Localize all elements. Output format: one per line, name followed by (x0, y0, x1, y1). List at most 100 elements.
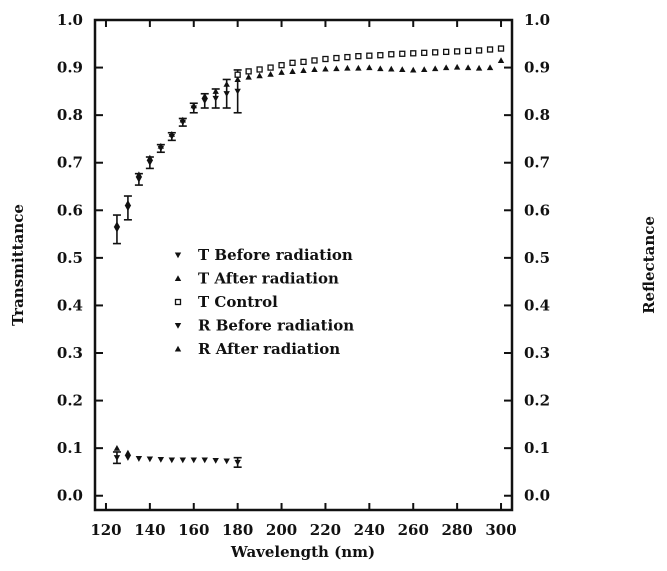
marker-square (311, 57, 318, 64)
marker-triangle-down (223, 458, 230, 465)
marker-triangle-down (124, 455, 132, 461)
marker-triangle-up (366, 64, 373, 71)
marker-square (432, 49, 439, 56)
marker-triangle-down (201, 98, 208, 105)
marker-triangle-up (174, 275, 182, 282)
marker-triangle-down (135, 456, 143, 462)
marker-triangle-down (146, 160, 154, 166)
marker-triangle-down (223, 91, 230, 97)
series-3 (112, 451, 242, 468)
marker-triangle-up (421, 66, 428, 73)
series-0 (112, 69, 242, 245)
marker-triangle-down (174, 322, 182, 329)
marker-triangle-up (475, 64, 483, 71)
y-tick-label-left: 0.9 (57, 59, 83, 77)
y-tick-label-right: 1.0 (524, 11, 550, 29)
x-tick-label: 120 (90, 521, 121, 539)
marker-triangle-up (113, 444, 121, 451)
marker-triangle-down (212, 457, 219, 464)
y-tick-label-right: 0.1 (524, 439, 550, 457)
marker-triangle-down (124, 205, 132, 212)
markers (112, 45, 505, 468)
legend-label: T After radiation (198, 270, 339, 288)
marker-triangle-up (355, 64, 362, 71)
marker-triangle-up (168, 130, 176, 137)
marker-square (497, 45, 505, 52)
marker-square (256, 66, 263, 73)
marker-square (388, 51, 395, 58)
y-tick-label-left: 0.4 (57, 296, 83, 314)
marker-triangle-down (201, 457, 208, 464)
marker-square (453, 48, 461, 55)
marker-square (289, 59, 296, 66)
marker-square (278, 62, 285, 69)
marker-triangle-up (464, 64, 472, 71)
marker-triangle-up (388, 65, 395, 72)
marker-triangle-down (234, 88, 241, 95)
marker-square (486, 46, 494, 53)
marker-triangle-down (113, 455, 121, 461)
marker-triangle-up (113, 221, 121, 228)
ticks: 120 140 160 180 200 220 240 260 280 300 0.0 0.0 0.1 0… (57, 11, 550, 539)
legend-label: R Before radiation (198, 317, 354, 335)
y-tick-label-left: 0.6 (57, 201, 83, 219)
marker-triangle-up (278, 69, 285, 75)
marker-square (333, 54, 340, 62)
marker-square (399, 50, 406, 57)
legend-label: R After radiation (198, 340, 340, 358)
legend: T Before radiation T After radiation T Con… (174, 246, 354, 358)
y-tick-label-right: 0.2 (524, 392, 550, 410)
marker-triangle-up (431, 65, 439, 72)
y-tick-label-left: 0.5 (57, 249, 83, 267)
y-tick-label-right: 0.7 (524, 154, 550, 172)
marker-triangle-down (146, 456, 154, 463)
marker-triangle-up (174, 345, 182, 352)
y-tick-label-left: 0.0 (57, 487, 83, 505)
series-4 (113, 444, 132, 456)
marker-triangle-up (245, 73, 252, 80)
marker-square (443, 48, 450, 56)
marker-triangle-up (497, 57, 505, 63)
legend-label: T Before radiation (198, 246, 353, 264)
marker-square (174, 298, 182, 306)
marker-triangle-up (135, 171, 143, 178)
marker-triangle-up (322, 65, 329, 72)
marker-square (245, 68, 252, 75)
y-tick-label-right: 0.3 (524, 344, 550, 362)
marker-square (421, 49, 428, 56)
marker-triangle-up (399, 66, 406, 73)
marker-triangle-up (157, 142, 165, 149)
marker-triangle-up (234, 76, 241, 83)
marker-triangle-up (300, 67, 307, 73)
plot-frame (93, 18, 514, 512)
marker-triangle-up (146, 154, 154, 161)
marker-triangle-down (212, 95, 219, 102)
x-tick-label: 180 (222, 521, 253, 539)
y-tick-label-right: 0.9 (524, 59, 550, 77)
marker-triangle-up (124, 449, 132, 456)
marker-triangle-down (174, 252, 182, 259)
marker-square (475, 47, 483, 54)
legend-label: T Control (198, 293, 278, 311)
marker-triangle-up (311, 66, 318, 73)
y-axis-title-left: Transmittance (9, 204, 27, 326)
marker-triangle-up (333, 65, 340, 72)
marker-triangle-up (201, 92, 208, 99)
marker-triangle-down (190, 457, 197, 464)
x-tick-label: 240 (354, 521, 385, 539)
marker-square (355, 53, 362, 60)
marker-triangle-up (410, 66, 417, 73)
y-axis-title-right: Reflectance (640, 216, 658, 314)
marker-triangle-up (377, 65, 384, 72)
x-tick-label: 260 (398, 521, 429, 539)
marker-triangle-up (179, 116, 186, 123)
y-tick-label-right: 0.4 (524, 296, 550, 314)
y-tick-label-left: 0.1 (57, 439, 83, 457)
marker-triangle-up (344, 64, 351, 71)
y-tick-label-right: 0.8 (524, 106, 550, 124)
marker-triangle-up (212, 88, 219, 94)
marker-triangle-up (256, 72, 263, 79)
series-2 (234, 45, 505, 78)
marker-square (322, 55, 329, 63)
